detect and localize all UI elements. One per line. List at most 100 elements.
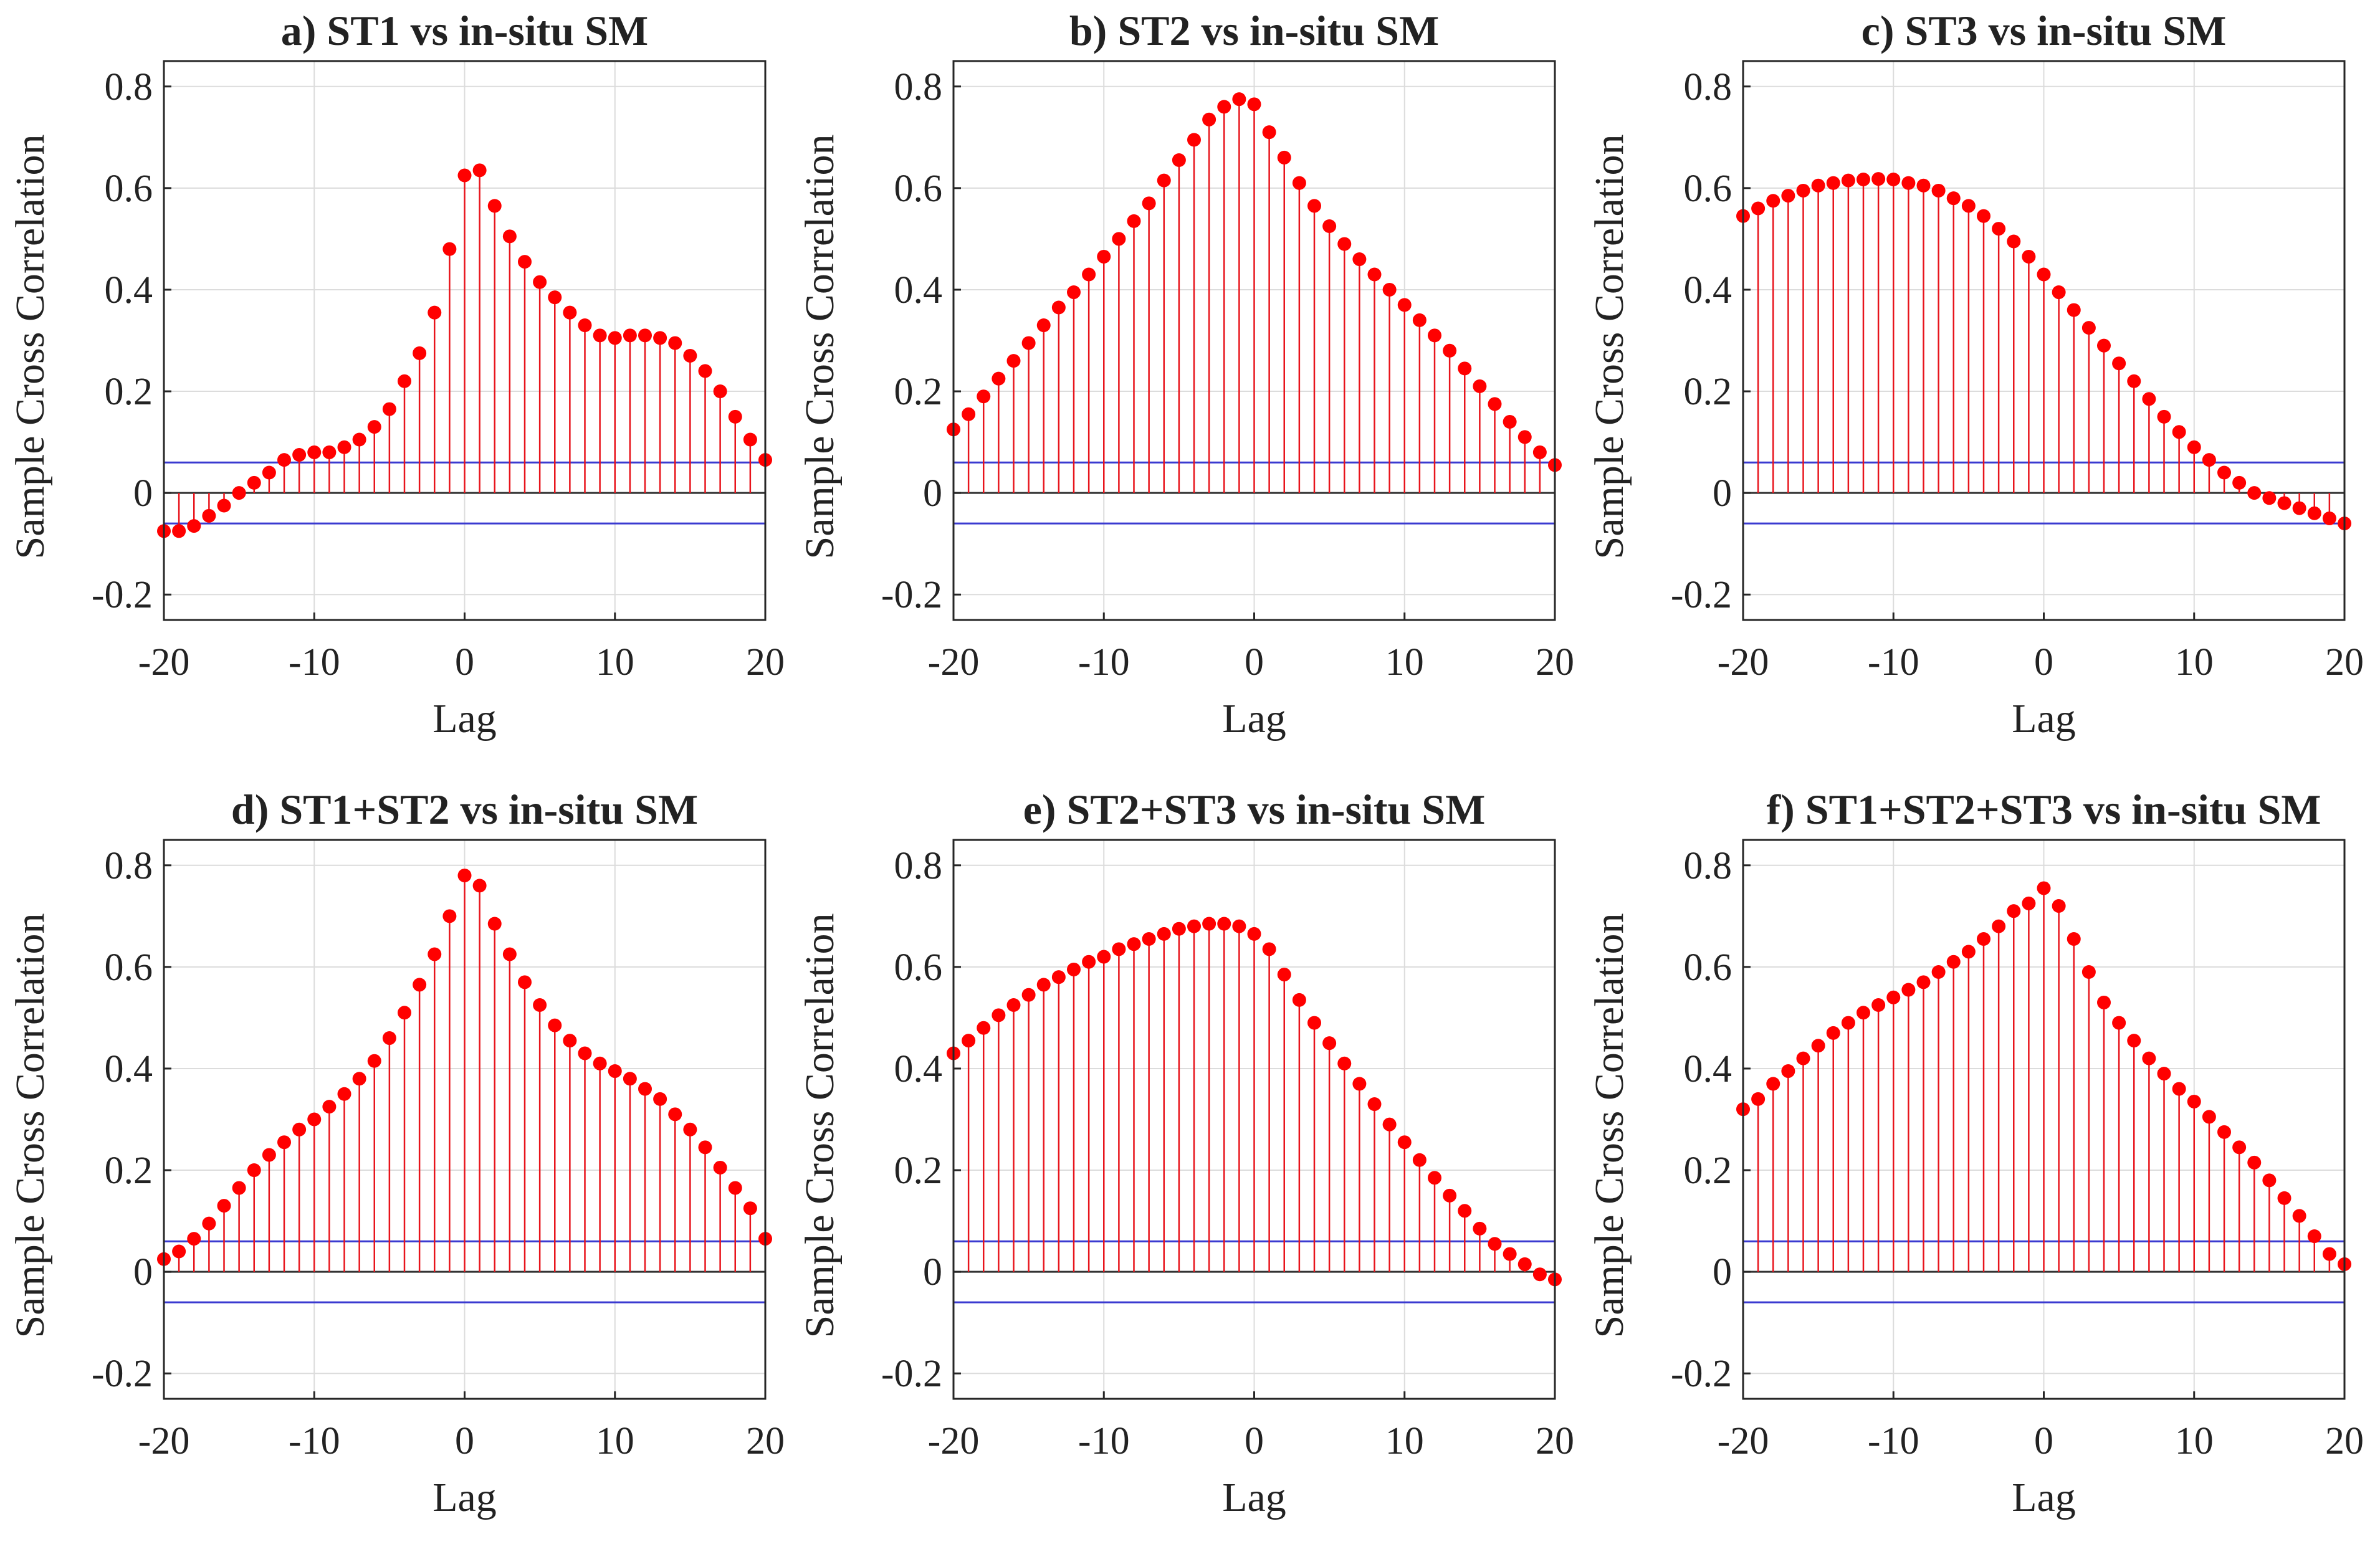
stem-marker bbox=[442, 242, 457, 256]
stem-marker bbox=[1886, 990, 1901, 1004]
stem-marker bbox=[1172, 922, 1186, 936]
stem-marker bbox=[1337, 237, 1352, 251]
y-tick-label: 0.8 bbox=[894, 66, 943, 108]
stem-marker bbox=[1458, 1204, 1472, 1218]
chart-title: d) ST1+ST2 vs in-situ SM bbox=[231, 786, 698, 833]
x-tick-label: -20 bbox=[138, 641, 190, 684]
stem-marker bbox=[713, 1160, 727, 1175]
stem-marker bbox=[292, 447, 307, 462]
stem-marker bbox=[367, 1054, 381, 1068]
y-tick-label: 0 bbox=[923, 1251, 942, 1294]
stem-marker bbox=[2067, 932, 2081, 946]
stem-marker bbox=[2097, 338, 2111, 353]
stem-marker bbox=[1202, 112, 1216, 126]
stem-marker bbox=[428, 947, 442, 961]
y-tick-label: 0.6 bbox=[894, 946, 943, 989]
stem-marker bbox=[638, 1082, 652, 1096]
stem-marker bbox=[1916, 975, 1931, 989]
x-tick-label: -20 bbox=[138, 1420, 190, 1462]
x-tick-label: 20 bbox=[1536, 641, 1574, 684]
stem-marker bbox=[1532, 445, 1547, 459]
y-tick-label: 0.8 bbox=[894, 845, 943, 887]
stem-marker bbox=[172, 524, 186, 538]
stem-marker bbox=[1992, 222, 2006, 236]
stem-marker bbox=[533, 275, 547, 289]
stem-marker bbox=[713, 384, 727, 399]
stem-marker bbox=[1412, 1153, 1427, 1167]
stem-marker bbox=[2127, 374, 2141, 388]
stem-marker bbox=[1247, 97, 1261, 112]
stem-marker bbox=[487, 199, 502, 213]
chart-title: c) ST3 vs in-situ SM bbox=[1861, 7, 2227, 54]
stem-marker bbox=[1532, 1267, 1547, 1282]
y-tick-label: 0 bbox=[1713, 472, 1732, 515]
stem-marker bbox=[1262, 942, 1276, 956]
stem-marker bbox=[1961, 199, 1976, 213]
x-tick-label: -20 bbox=[1718, 1420, 1769, 1462]
stem-marker bbox=[668, 1107, 682, 1122]
stem-marker bbox=[502, 229, 517, 244]
y-axis-label: Sample Cross Correlation bbox=[797, 135, 843, 560]
stem-marker bbox=[1473, 1221, 1487, 1236]
stem-marker bbox=[2187, 1094, 2201, 1108]
stem-marker bbox=[728, 1181, 742, 1195]
stem-marker bbox=[202, 1216, 216, 1231]
stem-marker bbox=[1946, 955, 1961, 969]
stem-marker bbox=[2052, 285, 2066, 300]
stem-marker bbox=[2187, 440, 2201, 454]
y-tick-label: 0.4 bbox=[894, 269, 943, 312]
stem-marker bbox=[187, 519, 201, 533]
stem-marker bbox=[1841, 173, 1855, 188]
stem-marker bbox=[352, 432, 366, 447]
y-tick-label: 0.4 bbox=[105, 269, 153, 312]
y-tick-label: 0.2 bbox=[105, 1150, 153, 1192]
y-tick-label: 0 bbox=[133, 472, 153, 515]
stem-marker bbox=[2262, 1173, 2277, 1188]
stem-marker bbox=[457, 869, 472, 883]
stem-marker bbox=[1367, 1097, 1382, 1112]
stem-marker bbox=[2262, 491, 2277, 505]
stem-marker bbox=[1067, 962, 1081, 976]
x-tick-label: 10 bbox=[596, 1420, 634, 1462]
stem-marker bbox=[1142, 932, 1156, 946]
stem-marker bbox=[593, 1056, 607, 1070]
stem-marker bbox=[2127, 1034, 2141, 1048]
stem-marker bbox=[2202, 453, 2216, 467]
stem-marker bbox=[578, 318, 592, 333]
stem-marker bbox=[337, 440, 351, 454]
x-tick-label: -20 bbox=[928, 641, 980, 684]
stem-marker bbox=[1751, 1092, 1766, 1106]
subplot-f: -20 -10 0 10 20 -0.2 0 0.2 0.4 0.6 0.8 f) ST1+ST2+S… bbox=[1587, 786, 2364, 1520]
stem-marker bbox=[442, 909, 457, 923]
stem-marker bbox=[533, 998, 547, 1013]
y-tick-label: 0.4 bbox=[105, 1048, 153, 1090]
stem-marker bbox=[367, 420, 381, 434]
stem-marker bbox=[1142, 196, 1156, 211]
stem-marker bbox=[1488, 1237, 1502, 1251]
stem-marker bbox=[292, 1122, 307, 1137]
stem-marker bbox=[337, 1087, 351, 1101]
stem-marker bbox=[382, 1031, 396, 1046]
stem-marker bbox=[2081, 321, 2096, 335]
stem-marker bbox=[1946, 191, 1961, 206]
stem-marker bbox=[1082, 955, 1096, 969]
stem-marker bbox=[502, 947, 517, 961]
stem-marker bbox=[413, 978, 427, 992]
stem-marker bbox=[398, 374, 411, 388]
x-tick-label: 0 bbox=[1245, 641, 1264, 684]
stem-marker bbox=[1517, 430, 1532, 444]
stem-marker bbox=[1428, 1171, 1441, 1185]
stem-marker bbox=[262, 1148, 276, 1162]
stem-marker bbox=[1796, 1051, 1810, 1065]
stem-marker bbox=[608, 331, 622, 345]
stem-marker bbox=[1766, 194, 1780, 208]
stem-marker bbox=[1781, 189, 1795, 203]
stem-marker bbox=[2037, 881, 2051, 895]
stem-marker bbox=[413, 346, 427, 360]
x-axis-label: Lag bbox=[1222, 696, 1286, 741]
stem-marker bbox=[743, 432, 757, 447]
x-tick-label: -10 bbox=[1868, 641, 1919, 684]
y-tick-label: -0.2 bbox=[1671, 1353, 1732, 1395]
y-tick-label: 0 bbox=[1713, 1251, 1732, 1294]
y-axis-label: Sample Cross Correlation bbox=[1587, 135, 1632, 560]
